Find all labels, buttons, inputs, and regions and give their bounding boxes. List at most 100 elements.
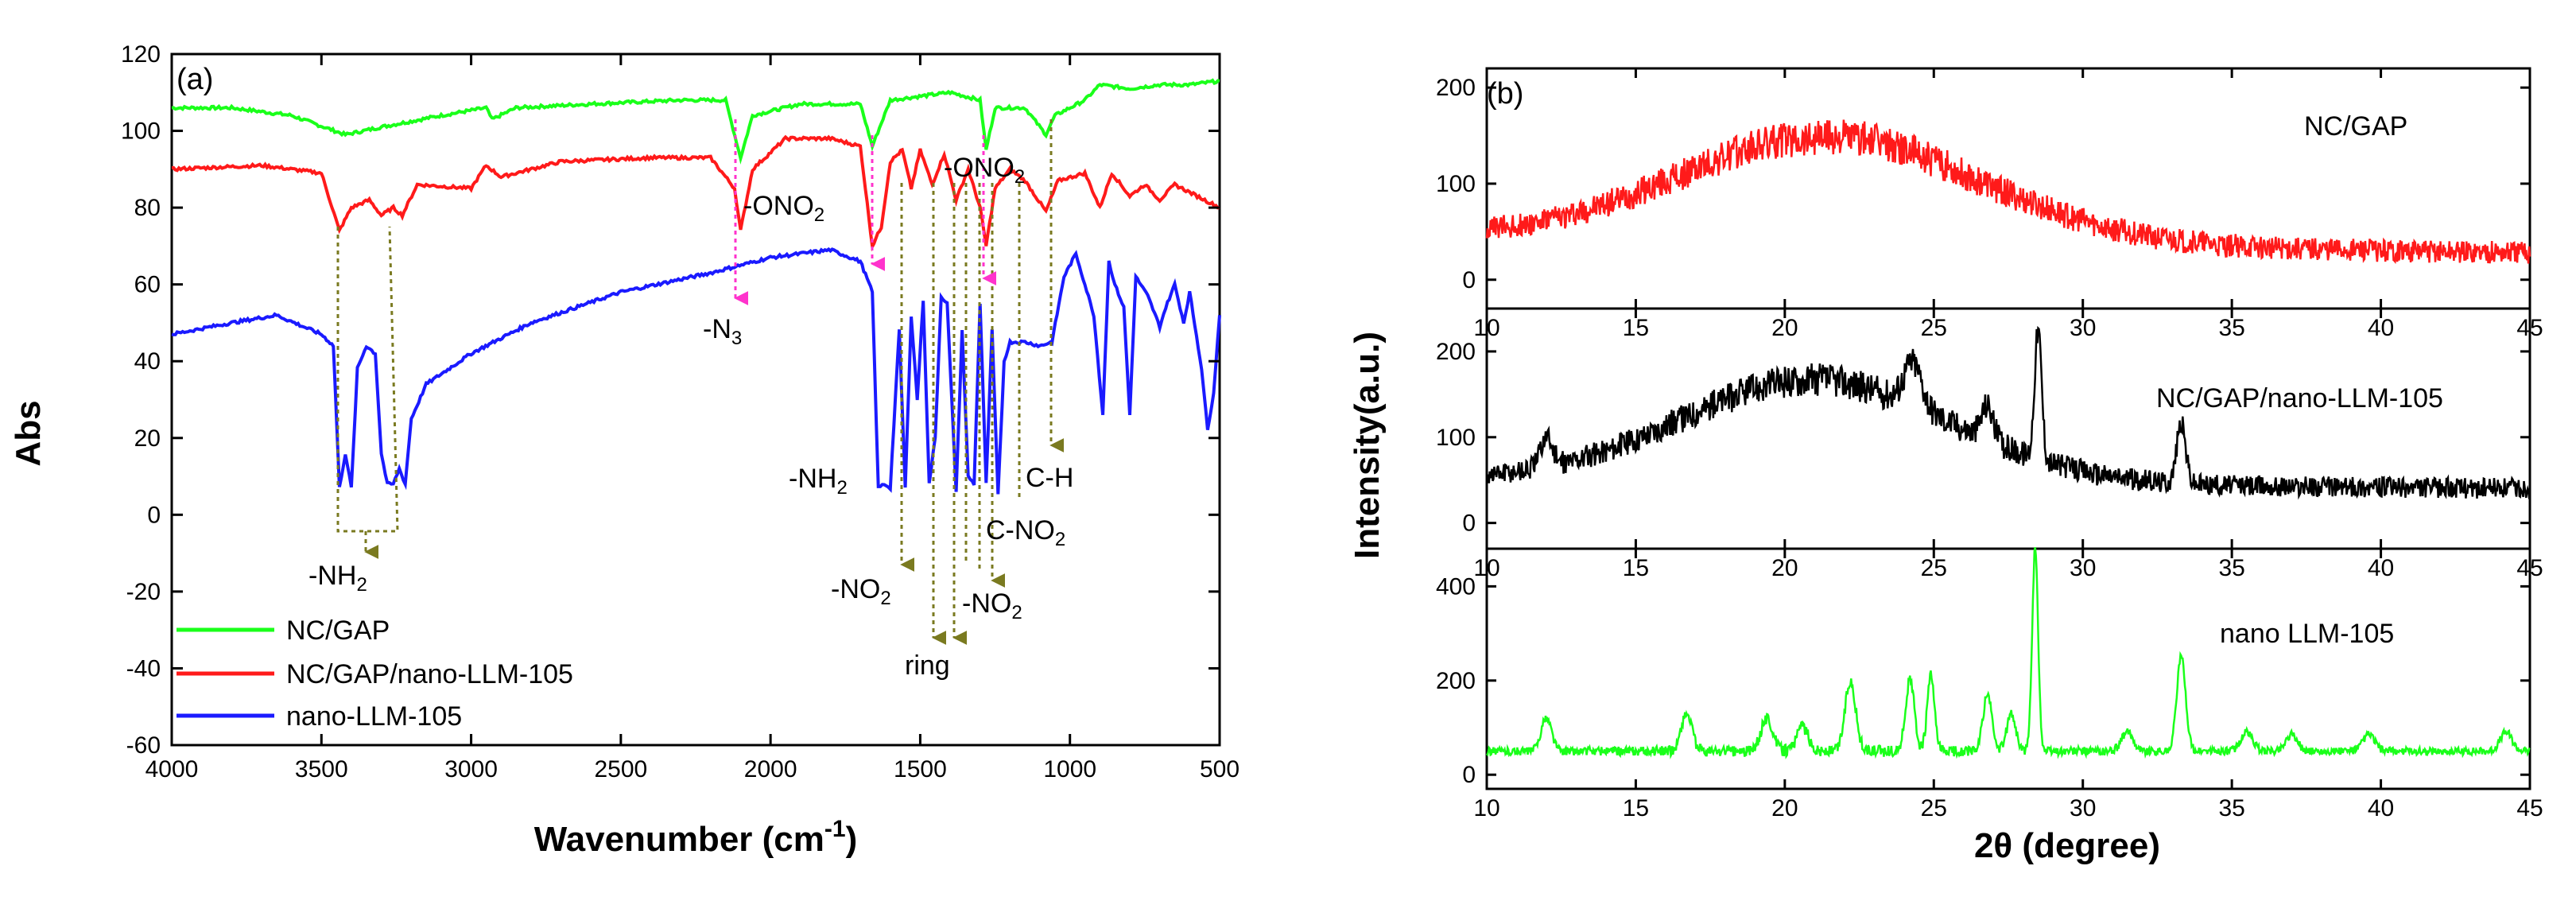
ftir-x-axis-label-main: Wavenumber (cm <box>534 820 824 859</box>
ann-n3-sub: 3 <box>731 328 742 349</box>
ftir-y-tick-label: 60 <box>134 272 161 298</box>
xrd-x-tick-label: 40 <box>2368 315 2394 341</box>
xrd-trace-2 <box>1486 547 2531 759</box>
ftir-x-axis-label-end: ) <box>846 820 858 859</box>
ftir-x-tick-label: 4000 <box>145 756 199 782</box>
ftir-panel: 4000 3500 3000 2500 2000 1500 1000 500 120 100 80… <box>9 41 1240 859</box>
ftir-y-axis-label: Abs <box>9 400 48 466</box>
ann-n3: -N3 <box>703 314 742 349</box>
xrd-x-tick-label: 30 <box>2070 315 2096 341</box>
ftir-y-tick-label: -20 <box>126 579 161 605</box>
xrd-subplot-1: 10 15 20 25 30 35 40 452001000NC/GAP/nano-LLM-1… <box>1436 307 2543 581</box>
ftir-x-tick-label: 2500 <box>594 756 647 782</box>
xrd-x-tick-label: 20 <box>1771 795 1798 821</box>
ftir-y-tick-label: 20 <box>134 425 161 452</box>
ann-ono2-2-base: -ONO <box>944 153 1014 183</box>
xrd-x-tick-label: 35 <box>2218 795 2244 821</box>
ann-ono2-1-base: -ONO <box>743 191 814 221</box>
ftir-y-tick-label: 120 <box>121 41 161 68</box>
ann-ono2-2-sub: 2 <box>1014 166 1025 188</box>
nh2-bracket <box>336 226 399 533</box>
xrd-y-tick-label: 0 <box>1462 267 1476 293</box>
xrd-y-tick-label: 0 <box>1462 511 1476 537</box>
xrd-x-tick-label: 40 <box>2368 555 2394 581</box>
xrd-x-tick-label: 15 <box>1623 795 1649 821</box>
legend-label-llm: nano-LLM-105 <box>286 701 462 732</box>
ftir-series-1 <box>171 134 1220 252</box>
xrd-x-tick-label: 10 <box>1473 795 1499 821</box>
ann-ono2-1-sub: 2 <box>814 204 824 226</box>
legend-label-nc-gap: NC/GAP <box>286 615 390 646</box>
xrd-y-axis-label: Intensity(a.u.) <box>1348 332 1387 559</box>
ftir-y-tick-label: 40 <box>134 348 161 375</box>
xrd-y-tick-label: 0 <box>1462 762 1476 788</box>
ftir-x-tick-label: 3500 <box>295 756 348 782</box>
ann-nh2-left-base: -NH <box>308 561 356 591</box>
ann-no2-1-base: -NO <box>831 574 880 604</box>
ftir-y-ticks: 120 100 80 60 40 20 0 -20 -40 -60 <box>121 41 1220 759</box>
xrd-panel-label: (b) <box>1487 77 1523 111</box>
ftir-x-tick-label: 500 <box>1200 756 1240 782</box>
xrd-y-tick-label: 100 <box>1436 425 1476 451</box>
ftir-x-tick-label: 1500 <box>894 756 947 782</box>
ftir-series-0 <box>171 78 1220 165</box>
ann-no2-1-sub: 2 <box>880 588 890 609</box>
ftir-y-tick-label: -40 <box>126 655 161 681</box>
xrd-y-tick-label: 100 <box>1436 171 1476 197</box>
ftir-y-tick-label: -60 <box>126 732 161 759</box>
ftir-x-tick-label: 3000 <box>444 756 498 782</box>
ann-no2-2: -NO2 <box>962 588 1022 623</box>
ftir-y-tick-label: 100 <box>121 118 161 145</box>
ann-cno2-sub: 2 <box>1055 529 1065 550</box>
xrd-x-tick-label: 30 <box>2070 795 2096 821</box>
ann-nh2-left-sub: 2 <box>356 574 367 596</box>
ftir-y-tick-label: 0 <box>147 502 161 528</box>
ftir-x-tick-label: 1000 <box>1043 756 1096 782</box>
ann-ch: C-H <box>1026 463 1073 493</box>
ann-nh2-right-sub: 2 <box>836 477 847 499</box>
xrd-subplot-label-2: nano LLM-105 <box>2220 619 2394 649</box>
xrd-x-axis-label: 2θ (degree) <box>1974 826 2160 865</box>
xrd-x-tick-label: 35 <box>2218 555 2244 581</box>
ann-ono2-1: -ONO2 <box>743 191 824 226</box>
ann-no2-2-sub: 2 <box>1011 602 1022 623</box>
ann-no2-2-base: -NO <box>962 588 1011 619</box>
xrd-y-tick-label: 400 <box>1436 573 1476 600</box>
ftir-legend: NC/GAP NC/GAP/nano-LLM-105 nano-LLM-105 <box>177 615 573 732</box>
ann-ring: ring <box>905 650 950 681</box>
ann-cno2: C-NO2 <box>986 515 1065 550</box>
ann-cno2-base: C-NO <box>986 515 1055 546</box>
ftir-plot-frame <box>170 52 1221 747</box>
ftir-x-ticks: 4000 3500 3000 2500 2000 1500 1000 500 <box>145 54 1240 782</box>
ann-ono2-2: -ONO2 <box>944 153 1025 188</box>
xrd-y-tick-label: 200 <box>1436 668 1476 694</box>
ftir-panel-label: (a) <box>177 63 213 96</box>
ann-nh2-right-base: -NH <box>789 464 836 494</box>
xrd-subplot-label-0: NC/GAP <box>2304 111 2407 142</box>
ftir-x-axis-label-sup: -1 <box>824 816 846 842</box>
ftir-magenta-lines <box>734 119 997 305</box>
ftir-y-tick-label: 80 <box>134 195 161 221</box>
xrd-x-tick-label: 15 <box>1623 315 1649 341</box>
ftir-x-tick-label: 2000 <box>744 756 797 782</box>
ann-nh2-right: -NH2 <box>789 464 848 499</box>
xrd-x-tick-label: 20 <box>1771 315 1798 341</box>
xrd-x-tick-label: 40 <box>2368 795 2394 821</box>
xrd-x-tick-label: 25 <box>1921 555 1947 581</box>
xrd-x-tick-label: 20 <box>1771 555 1798 581</box>
xrd-x-tick-label: 30 <box>2070 555 2096 581</box>
xrd-trace-0 <box>1485 119 2531 265</box>
ann-no2-1: -NO2 <box>831 574 891 609</box>
xrd-subplot-2: 10 15 20 25 30 35 40 45 400 200 0 nano LLM-105 <box>1436 547 2543 821</box>
legend-label-nc-gap-llm: NC/GAP/nano-LLM-105 <box>286 659 573 689</box>
xrd-subplot-label-1: NC/GAP/nano-LLM-105 <box>2156 383 2443 414</box>
ftir-series-2 <box>171 247 1221 495</box>
xrd-x-tick-label: 25 <box>1921 315 1947 341</box>
xrd-x-tick-label: 25 <box>1921 795 1947 821</box>
xrd-x-tick-label: 15 <box>1623 555 1649 581</box>
ann-n3-base: -N <box>703 314 731 344</box>
